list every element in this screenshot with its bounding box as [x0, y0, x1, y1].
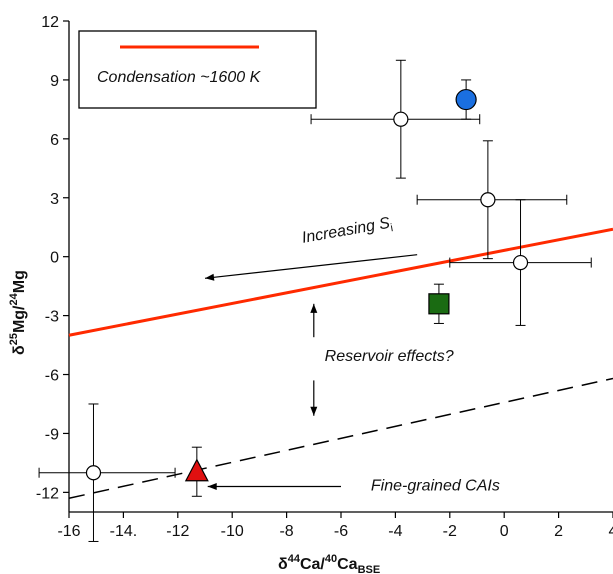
x-axis-label-sup2: 40 — [325, 553, 337, 565]
condensation-line — [68, 227, 613, 337]
arrow — [310, 303, 318, 338]
points-layer — [38, 59, 592, 542]
y-axis-label-sup2: 24 — [8, 292, 20, 305]
x-tick-label: -10 — [221, 523, 244, 540]
annotations-layer: Increasing Si Reservoir effects? Fine-grai… — [204, 214, 500, 494]
x-axis-label: δ44Ca/40CaBSE — [278, 553, 380, 574]
x-tick-label: -6 — [334, 523, 348, 540]
x-tick-label: -2 — [443, 523, 457, 540]
lines-layer — [68, 227, 613, 499]
x-axis-label-sub: BSE — [358, 564, 381, 574]
y-tick-label: 3 — [50, 191, 59, 208]
x-axis-label-mid: Ca/ — [300, 556, 325, 573]
filled-circle-marker — [455, 88, 477, 111]
x-axis-label-delta: δ — [278, 556, 288, 573]
trend-line — [68, 377, 613, 499]
y-tick-label: 6 — [50, 132, 59, 149]
annotation-text: Fine-grained CAIs — [371, 477, 500, 494]
data-point — [455, 79, 477, 120]
data-point — [428, 283, 450, 324]
legend-frame — [78, 30, 317, 109]
y-axis-label-delta: δ — [11, 345, 28, 355]
x-tick-label: -4 — [388, 523, 402, 540]
arrow-head — [310, 406, 318, 416]
y-tick-label: 9 — [50, 73, 59, 90]
x-tick-label: 4 — [609, 523, 613, 540]
arrow — [204, 254, 418, 281]
annotation-increasing: Increasing Si — [301, 214, 394, 250]
y-axis-label: δ25Mg/24Mg — [8, 270, 28, 355]
filled-square-marker — [428, 293, 450, 315]
x-tick-label: -16 — [57, 523, 80, 540]
arrow-head — [205, 273, 215, 281]
legend-label: Condensation ~1600 K — [97, 69, 262, 86]
legend-box: Condensation ~1600 K — [78, 30, 317, 109]
x-tick-label: -14. — [110, 523, 138, 540]
y-axis-label-sup1: 25 — [8, 333, 20, 345]
x-axis-label-tail: Ca — [337, 556, 358, 573]
y-tick-label: 0 — [50, 250, 59, 267]
arrow-head — [207, 482, 217, 490]
y-tick-label: 12 — [41, 14, 59, 31]
data-point — [184, 446, 209, 497]
x-tick-label: -8 — [279, 523, 293, 540]
arrow — [207, 482, 341, 490]
arrow — [310, 380, 318, 416]
x-tick-label: 2 — [554, 523, 563, 540]
x-axis-label-sup1: 44 — [288, 553, 301, 565]
y-tick-label: -12 — [36, 485, 59, 502]
data-point — [38, 403, 176, 542]
annotation-subscript: i — [390, 222, 394, 234]
y-tick-label: -9 — [45, 426, 59, 443]
arrow-head — [310, 303, 318, 313]
data-point — [416, 140, 568, 260]
data-point — [310, 59, 481, 179]
open-circle-marker — [393, 111, 409, 127]
open-circle-marker — [512, 254, 529, 271]
y-tick-label: -6 — [45, 368, 59, 385]
x-tick-label: 0 — [500, 523, 509, 540]
data-point — [449, 199, 592, 326]
annotation-reservoir: Reservoir effects? — [325, 348, 454, 365]
open-circle-marker — [480, 192, 496, 208]
annotation-text: Increasing S — [301, 215, 392, 247]
annotation-finegrained: Fine-grained CAIs — [371, 477, 500, 494]
y-axis-label-mid: Mg/ — [11, 305, 28, 333]
y-axis-label-tail: Mg — [11, 270, 28, 293]
filled-triangle-marker — [184, 458, 209, 482]
axes-layer: 12 9 6 3 0 -3 -6 -9 -12 -16 -14. -12 -10 -8 -6 -4 -2 0 2 4 — [36, 14, 613, 540]
x-tick-label: -12 — [166, 523, 189, 540]
y-tick-label: -3 — [45, 309, 59, 326]
open-circle-marker — [85, 465, 102, 481]
arrow-shaft — [204, 254, 418, 279]
annotation-text: Reservoir effects? — [325, 348, 454, 365]
